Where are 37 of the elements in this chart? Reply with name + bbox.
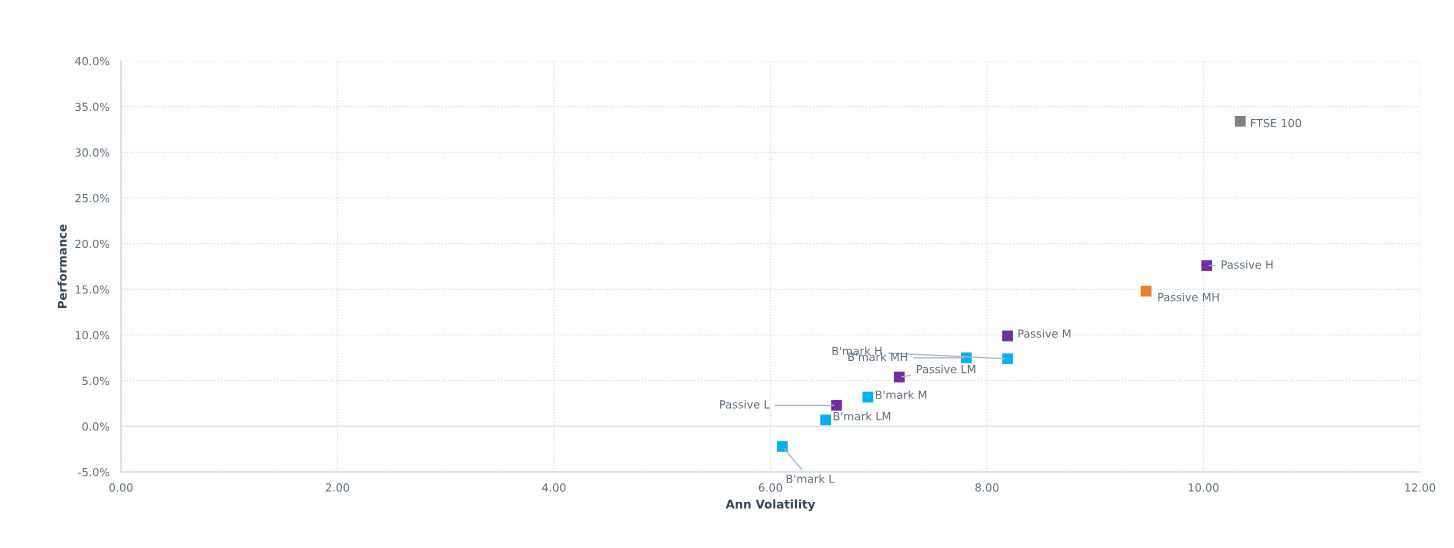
point [1201,260,1213,271]
series-label: B'mark LM [833,411,891,421]
y-tick-label: 25.0% [75,193,110,203]
point [893,371,905,383]
y-tick-label: 0.0% [82,422,110,431]
series-label: Passive LM [917,364,976,374]
x-tick-label: 8.00 [975,483,999,492]
x-tick-label: 2.00 [325,483,350,492]
point [1140,285,1152,297]
x-tick-label: 6.00 [758,483,783,492]
x-tick-label: 0.00 [109,483,133,492]
point [777,441,788,452]
x-axis-title: Ann Volatility [725,499,816,511]
y-tick-label: 15.0% [75,285,110,294]
series-label: FTSE 100 [1251,118,1302,128]
text: Passive L [720,399,770,409]
series-label: Passive H [1221,260,1273,269]
x-tick-label: 10.00 [1188,483,1219,492]
y-tick-label: 35.0% [75,102,110,112]
y-tick-label: 40.0% [75,56,110,66]
point [820,414,832,426]
y-tick-label: -5.0% [78,467,110,477]
point [1002,353,1013,365]
text: B'mark L [786,474,835,483]
x-tick-label: 12.00 [1405,483,1436,492]
point [831,399,842,411]
series-label: B'mark M [875,390,927,399]
y-tick-label: 30.0% [75,148,110,157]
series-label: Passive MH [1158,292,1219,302]
point [1002,330,1013,342]
y-tick-label: 20.0% [75,239,110,249]
y-tick-label: 10.0% [75,330,110,340]
y-tick-label: 5.0% [82,376,110,386]
series-label: Passive M [1018,329,1071,338]
point [1234,115,1246,127]
y-axis-title: Performance [57,224,67,309]
x-tick-label: 4.00 [542,483,566,492]
